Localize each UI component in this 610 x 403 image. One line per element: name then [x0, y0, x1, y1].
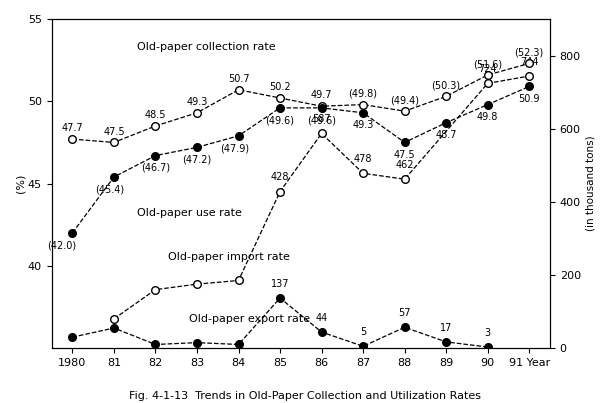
Text: (49.6): (49.6): [307, 115, 336, 125]
Text: 587: 587: [312, 114, 331, 124]
Text: (49.6): (49.6): [265, 115, 295, 125]
Text: Old-paper use rate: Old-paper use rate: [137, 208, 242, 218]
Text: (47.2): (47.2): [182, 155, 212, 165]
Text: 49.8: 49.8: [477, 112, 498, 122]
Text: 5: 5: [360, 327, 366, 337]
Text: 47.5: 47.5: [103, 127, 124, 137]
Text: Old-paper import rate: Old-paper import rate: [168, 252, 290, 262]
Text: 744: 744: [520, 57, 539, 67]
Text: 724: 724: [478, 64, 497, 74]
Text: 44: 44: [315, 313, 328, 323]
Text: (49.4): (49.4): [390, 96, 419, 106]
Text: 47.7: 47.7: [62, 123, 83, 133]
Text: 50.9: 50.9: [518, 94, 540, 104]
Text: 47.5: 47.5: [394, 150, 415, 160]
Text: 17: 17: [440, 323, 453, 333]
Text: (45.4): (45.4): [95, 185, 124, 194]
Text: 50.7: 50.7: [228, 74, 249, 84]
Text: (50.3): (50.3): [432, 81, 461, 91]
Text: 49.3: 49.3: [186, 97, 207, 107]
Text: 57: 57: [398, 308, 411, 318]
Text: (47.9): (47.9): [220, 143, 249, 153]
Text: (51.6): (51.6): [473, 59, 502, 69]
Text: 478: 478: [354, 154, 372, 164]
Text: (49.8): (49.8): [348, 89, 378, 99]
Text: (46.7): (46.7): [141, 163, 170, 173]
Text: 48.7: 48.7: [436, 130, 457, 140]
Y-axis label: (%): (%): [15, 174, 25, 193]
Text: Old-paper export rate: Old-paper export rate: [188, 314, 310, 324]
Text: 48.5: 48.5: [145, 110, 166, 120]
Text: 3: 3: [484, 328, 491, 338]
Text: 49.7: 49.7: [311, 90, 332, 100]
Text: 428: 428: [271, 172, 289, 183]
Text: Old-paper collection rate: Old-paper collection rate: [137, 42, 275, 52]
Text: (52.3): (52.3): [515, 48, 544, 58]
Text: 50.2: 50.2: [269, 82, 291, 92]
Text: 49.3: 49.3: [353, 120, 374, 130]
Text: (42.0): (42.0): [48, 240, 77, 250]
Text: 137: 137: [271, 279, 289, 289]
Text: 462: 462: [395, 160, 414, 170]
Text: Fig. 4-1-13  Trends in Old-Paper Collection and Utilization Rates: Fig. 4-1-13 Trends in Old-Paper Collecti…: [129, 391, 481, 401]
Y-axis label: (in thousand tons): (in thousand tons): [585, 136, 595, 231]
